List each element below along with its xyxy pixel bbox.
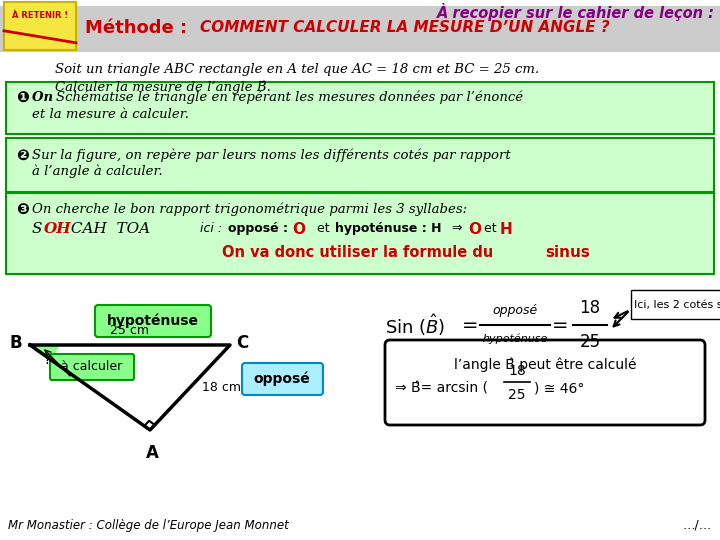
- Text: hypoténuse: hypoténuse: [482, 333, 548, 343]
- Text: Schématise le triangle en repérant les mesures données par l’énoncé: Schématise le triangle en repérant les m…: [56, 91, 523, 105]
- FancyBboxPatch shape: [242, 363, 323, 395]
- Text: Méthode :: Méthode :: [85, 19, 194, 37]
- Text: CAH  TOA: CAH TOA: [66, 222, 150, 236]
- Text: et la mesure à calculer.: et la mesure à calculer.: [32, 108, 189, 121]
- Text: O: O: [468, 222, 481, 237]
- Text: ?: ?: [45, 353, 52, 367]
- Text: ❷: ❷: [16, 148, 29, 163]
- FancyBboxPatch shape: [6, 138, 714, 192]
- Text: 25 cm: 25 cm: [110, 324, 150, 337]
- Text: =: =: [462, 315, 478, 334]
- Text: 18: 18: [580, 299, 600, 317]
- Text: 25: 25: [508, 388, 526, 402]
- Text: OH: OH: [44, 222, 71, 236]
- Text: ❶: ❶: [16, 91, 29, 106]
- Text: Ici, les 2 cotés sont donnés: Ici, les 2 cotés sont donnés: [634, 300, 720, 310]
- Text: hypoténuse: hypoténuse: [107, 314, 199, 328]
- Text: opposé :: opposé :: [228, 222, 292, 235]
- Text: À recopier sur le cahier de leçon :: À recopier sur le cahier de leçon :: [437, 3, 715, 21]
- FancyBboxPatch shape: [50, 354, 134, 380]
- Text: ❸: ❸: [16, 202, 29, 217]
- Text: et: et: [305, 222, 333, 235]
- Text: Sur la figure, on repère par leurs noms les différents cotés par rapport: Sur la figure, on repère par leurs noms …: [32, 148, 510, 161]
- Text: Calculer la mesure de l’angle B̂.: Calculer la mesure de l’angle B̂.: [55, 80, 271, 93]
- Text: opposé: opposé: [492, 304, 538, 317]
- Text: H: H: [500, 222, 513, 237]
- Text: à l’angle à calculer.: à l’angle à calculer.: [32, 165, 163, 179]
- Text: On va donc utiliser la formule du: On va donc utiliser la formule du: [222, 245, 498, 260]
- Text: A: A: [145, 444, 158, 462]
- Text: ⇒ B̂= arcsin (: ⇒ B̂= arcsin (: [395, 382, 488, 396]
- Text: Soit un triangle ABC rectangle en A tel que AC = 18 cm et BC = 25 cm.: Soit un triangle ABC rectangle en A tel …: [55, 63, 539, 76]
- Text: hypoténuse : H: hypoténuse : H: [335, 222, 441, 235]
- Text: On: On: [32, 91, 58, 104]
- Text: l’angle B̂ peut être calculé: l’angle B̂ peut être calculé: [454, 357, 636, 372]
- Text: C: C: [236, 334, 248, 352]
- Text: O: O: [292, 222, 305, 237]
- Text: opposé: opposé: [253, 372, 310, 386]
- Text: à calculer: à calculer: [61, 361, 122, 374]
- Text: sinus: sinus: [545, 245, 590, 260]
- Text: ici :: ici :: [200, 222, 226, 235]
- Text: Mr Monastier : Collège de l’Europe Jean Monnet: Mr Monastier : Collège de l’Europe Jean …: [8, 519, 289, 532]
- FancyBboxPatch shape: [95, 305, 211, 337]
- Text: 18: 18: [508, 364, 526, 378]
- Text: À RETENIR !: À RETENIR !: [12, 11, 68, 20]
- FancyBboxPatch shape: [6, 193, 714, 274]
- Text: …/…: …/…: [683, 519, 712, 532]
- Text: COMMENT CALCULER LA MESURE D’UN ANGLE ?: COMMENT CALCULER LA MESURE D’UN ANGLE ?: [200, 21, 610, 36]
- Text: ⇒: ⇒: [448, 222, 467, 235]
- Text: On cherche le bon rapport trigonométrique parmi les 3 syllabes:: On cherche le bon rapport trigonométriqu…: [32, 202, 467, 215]
- Text: S: S: [32, 222, 42, 236]
- Text: 25: 25: [580, 333, 600, 351]
- Text: ) ≅ 46°: ) ≅ 46°: [534, 382, 585, 396]
- FancyBboxPatch shape: [631, 290, 720, 319]
- Text: =: =: [552, 315, 568, 334]
- FancyBboxPatch shape: [0, 6, 720, 52]
- FancyBboxPatch shape: [385, 340, 705, 425]
- Text: 18 cm: 18 cm: [202, 381, 241, 394]
- FancyBboxPatch shape: [4, 2, 76, 50]
- Text: et: et: [480, 222, 500, 235]
- Polygon shape: [30, 345, 60, 359]
- Text: Sin $(\hat{B})$: Sin $(\hat{B})$: [385, 312, 446, 338]
- Text: B: B: [9, 334, 22, 352]
- FancyBboxPatch shape: [6, 82, 714, 134]
